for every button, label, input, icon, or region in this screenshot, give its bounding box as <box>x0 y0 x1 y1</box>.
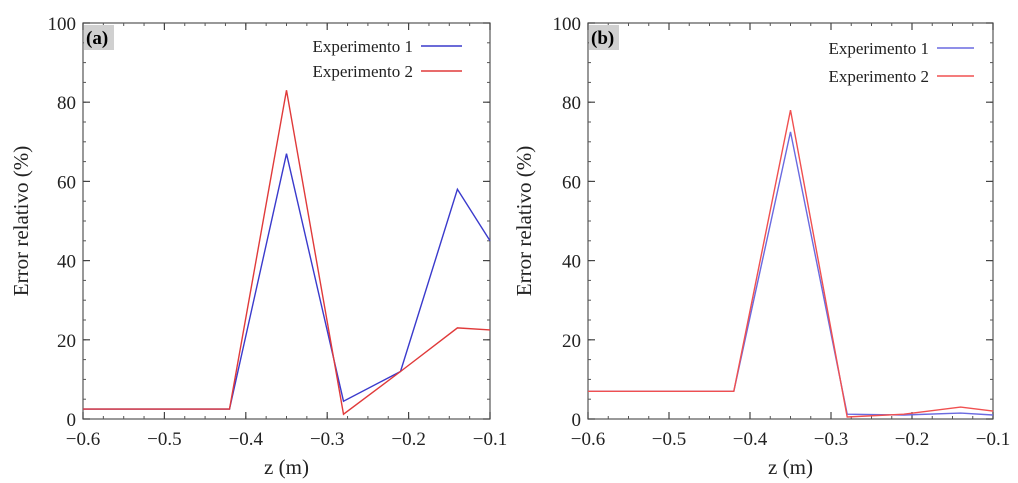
series-line-2 <box>588 109 994 418</box>
x-tick-label: −0.6 <box>571 429 605 450</box>
y-tick-label: 20 <box>57 331 76 352</box>
panel-label: (b) <box>591 28 614 49</box>
y-tick-label: 60 <box>562 172 581 193</box>
y-tick-label: 40 <box>57 252 76 273</box>
y-tick-label: 0 <box>572 410 582 431</box>
x-tick-label: −0.3 <box>310 429 344 450</box>
chart-panel-b: −0.6 −0.5 −0.4 −0.3 −0.2 −0.1 0 20 40 60 80 100 z (m… <box>512 14 1010 479</box>
y-axis-label: Error relativo (%) <box>512 146 536 296</box>
x-tick-label: −0.5 <box>652 429 686 450</box>
x-tick-label: −0.1 <box>976 429 1010 450</box>
panel-label: (a) <box>86 28 108 49</box>
series-line-1 <box>83 153 491 410</box>
legend-entry-label: Experimento 2 <box>828 67 929 86</box>
series-line-2 <box>83 90 491 416</box>
legend-entry-label: Experimento 1 <box>828 39 929 58</box>
x-tick-label: −0.2 <box>391 429 425 450</box>
y-axis-label: Error relativo (%) <box>9 146 33 296</box>
plot-frame <box>587 22 994 420</box>
x-tick-label: −0.4 <box>229 429 264 450</box>
x-tick-label: −0.6 <box>66 429 100 450</box>
x-tick-label: −0.1 <box>473 429 507 450</box>
series-line-1 <box>588 131 994 416</box>
x-tick-label: −0.4 <box>733 429 768 450</box>
chart-panel-a: −0.6 −0.5 −0.4 −0.3 −0.2 −0.1 0 20 40 60 80 100 z (m… <box>9 14 507 479</box>
y-tick-label: 40 <box>562 252 581 273</box>
x-tick-label: −0.2 <box>895 429 929 450</box>
y-tick-label: 100 <box>48 14 77 35</box>
legend-entry-label: Experimento 1 <box>312 37 413 56</box>
plot-frame <box>82 22 491 420</box>
y-tick-label: 100 <box>553 14 582 35</box>
y-tick-label: 80 <box>57 93 76 114</box>
x-tick-label: −0.3 <box>814 429 848 450</box>
x-axis-label: z (m) <box>768 455 813 479</box>
y-tick-label: 60 <box>57 172 76 193</box>
y-tick-label: 80 <box>562 93 581 114</box>
panel-label-background <box>84 25 114 50</box>
legend-entry-label: Experimento 2 <box>312 62 413 81</box>
y-tick-label: 0 <box>67 410 77 431</box>
x-tick-label: −0.5 <box>147 429 181 450</box>
panel-label-background <box>589 25 619 50</box>
x-axis-label: z (m) <box>264 455 309 479</box>
y-tick-label: 20 <box>562 331 581 352</box>
